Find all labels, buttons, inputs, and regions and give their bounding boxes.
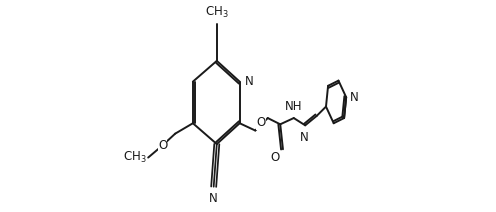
Text: N: N bbox=[209, 192, 218, 205]
Text: NH: NH bbox=[285, 100, 303, 113]
Text: CH$_3$: CH$_3$ bbox=[205, 5, 229, 20]
Text: O: O bbox=[158, 139, 167, 152]
Text: CH$_3$: CH$_3$ bbox=[124, 150, 147, 165]
Text: N: N bbox=[245, 75, 253, 88]
Text: N: N bbox=[350, 91, 359, 104]
Text: O: O bbox=[271, 151, 280, 164]
Text: N: N bbox=[300, 131, 309, 144]
Text: O: O bbox=[256, 116, 265, 130]
